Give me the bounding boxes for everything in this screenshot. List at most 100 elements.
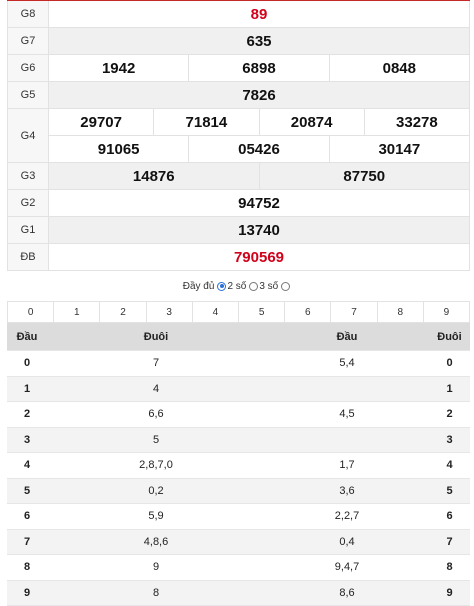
- prize-row-g4: G4 29707 71814 20874 33278 91065 05426 3…: [7, 109, 470, 163]
- table-cell: 4,5: [265, 402, 429, 427]
- prize-number: 635: [49, 28, 469, 54]
- table-cell: 8: [47, 581, 265, 606]
- mode-two-label[interactable]: 2 số: [227, 281, 246, 292]
- prize-number: 0848: [329, 55, 469, 81]
- table-row: 6 5,9 2,2,7 6: [7, 504, 470, 530]
- column-header: Đuôi: [47, 323, 265, 350]
- mode-two-radio[interactable]: [249, 282, 258, 291]
- prize-number-special: 790569: [49, 244, 469, 270]
- digit-button[interactable]: 9: [423, 302, 469, 322]
- display-mode-selector: Đầy đủ 2 số 3 số: [0, 276, 474, 296]
- table-cell: 0,2: [47, 479, 265, 504]
- digit-button[interactable]: 6: [284, 302, 330, 322]
- prize-label: G3: [8, 163, 49, 189]
- table-cell: 2,8,7,0: [47, 453, 265, 478]
- table-row: 9 8 8,6 9: [7, 581, 470, 606]
- digit-button[interactable]: 2: [99, 302, 145, 322]
- table-cell: 0: [429, 351, 470, 376]
- prize-label: G4: [8, 109, 49, 162]
- mode-three-label[interactable]: 3 số: [259, 281, 278, 292]
- prize-row-g5: G5 7826: [7, 82, 470, 109]
- head-tail-table: Đầu Đuôi Đầu Đuôi 0 7 5,4 0 1 4 1 2 6,6 …: [7, 323, 470, 606]
- table-cell: 3,6: [265, 479, 429, 504]
- table-cell: 6: [429, 504, 470, 529]
- column-header: Đuôi: [429, 323, 470, 350]
- table-row: 0 7 5,4 0: [7, 351, 470, 377]
- mode-three-radio[interactable]: [281, 282, 290, 291]
- prize-number: 20874: [259, 109, 364, 135]
- table-cell: 7: [429, 530, 470, 555]
- table-cell: 1: [7, 377, 47, 402]
- prize-number: 6898: [188, 55, 328, 81]
- prize-row-g8: G8 89: [7, 1, 470, 28]
- table-cell: 6,6: [47, 402, 265, 427]
- table-cell: 9: [47, 555, 265, 580]
- prize-number: 91065: [49, 136, 188, 162]
- table-row: 4 2,8,7,0 1,7 4: [7, 453, 470, 479]
- table-cell: 4: [7, 453, 47, 478]
- prize-row-g3: G3 14876 87750: [7, 163, 470, 190]
- table-cell: 4,8,6: [47, 530, 265, 555]
- table-cell: 1: [429, 377, 470, 402]
- prize-label: G6: [8, 55, 49, 81]
- digit-button[interactable]: 4: [192, 302, 238, 322]
- digit-button[interactable]: 7: [330, 302, 376, 322]
- table-row: 2 6,6 4,5 2: [7, 402, 470, 428]
- prize-number: 13740: [49, 217, 469, 243]
- table-row: 5 0,2 3,6 5: [7, 479, 470, 505]
- table-cell: 2: [7, 402, 47, 427]
- prize-row-g7: G7 635: [7, 28, 470, 55]
- table-cell: 5: [7, 479, 47, 504]
- table-cell: [265, 428, 429, 453]
- table-cell: 5: [47, 428, 265, 453]
- results-table: G8 89 G7 635 G6 1942 6898 0848 G5 7826 G…: [7, 0, 470, 271]
- prize-number: 29707: [49, 109, 153, 135]
- table-cell: 6: [7, 504, 47, 529]
- table-cell: 9: [429, 581, 470, 606]
- table-cell: 5: [429, 479, 470, 504]
- prize-label: G2: [8, 190, 49, 216]
- table-cell: 8: [429, 555, 470, 580]
- table-cell: 4: [47, 377, 265, 402]
- prize-number: 87750: [259, 163, 470, 189]
- prize-number: 94752: [49, 190, 469, 216]
- mode-full-radio[interactable]: [217, 282, 226, 291]
- prize-label: G8: [8, 1, 49, 27]
- prize-number: 1942: [49, 55, 188, 81]
- table-cell: 5,9: [47, 504, 265, 529]
- prize-row-g2: G2 94752: [7, 190, 470, 217]
- mode-full-label[interactable]: Đầy đủ: [183, 281, 215, 292]
- table-cell: 8,6: [265, 581, 429, 606]
- table-cell: 0,4: [265, 530, 429, 555]
- digit-button[interactable]: 5: [238, 302, 284, 322]
- table-header: Đầu Đuôi Đầu Đuôi: [7, 323, 470, 351]
- table-row: 1 4 1: [7, 377, 470, 403]
- prize-number: 14876: [49, 163, 259, 189]
- column-header: Đầu: [7, 323, 47, 350]
- table-cell: 2,2,7: [265, 504, 429, 529]
- digit-filter: 0 1 2 3 4 5 6 7 8 9: [7, 301, 470, 323]
- table-cell: 5,4: [265, 351, 429, 376]
- digit-button[interactable]: 1: [53, 302, 99, 322]
- table-cell: 4: [429, 453, 470, 478]
- prize-label: G7: [8, 28, 49, 54]
- prize-number: 7826: [49, 82, 469, 108]
- table-cell: 2: [429, 402, 470, 427]
- prize-row-g1: G1 13740: [7, 217, 470, 244]
- prize-label: G5: [8, 82, 49, 108]
- table-row: 7 4,8,6 0,4 7: [7, 530, 470, 556]
- digit-button[interactable]: 8: [377, 302, 423, 322]
- table-cell: 9,4,7: [265, 555, 429, 580]
- table-cell: 9: [7, 581, 47, 606]
- digit-button[interactable]: 0: [8, 302, 53, 322]
- prize-number: 30147: [329, 136, 469, 162]
- table-cell: [265, 377, 429, 402]
- table-cell: 7: [7, 530, 47, 555]
- prize-row-db: ĐB 790569: [7, 244, 470, 271]
- digit-button[interactable]: 3: [146, 302, 192, 322]
- table-cell: 8: [7, 555, 47, 580]
- table-row: 8 9 9,4,7 8: [7, 555, 470, 581]
- prize-row-g6: G6 1942 6898 0848: [7, 55, 470, 82]
- table-cell: 0: [7, 351, 47, 376]
- prize-label: G1: [8, 217, 49, 243]
